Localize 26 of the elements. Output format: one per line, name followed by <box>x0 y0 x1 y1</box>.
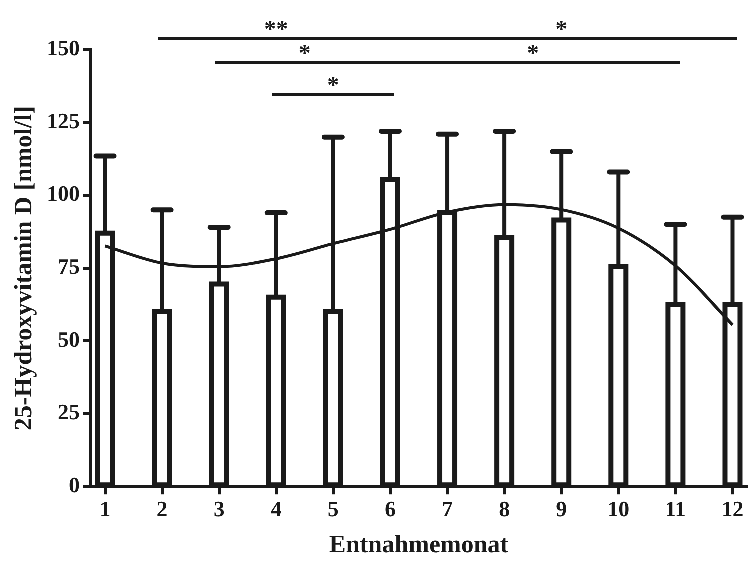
y-axis-title: 25-Hydroxyvitamin D [nmol/l] <box>10 106 38 431</box>
x-tick-label: 1 <box>100 496 111 522</box>
y-tick-label: 125 <box>47 108 80 134</box>
y-tick-label: 25 <box>58 400 80 425</box>
x-tick-label: 5 <box>328 496 339 522</box>
y-tick-label: 100 <box>47 181 80 206</box>
annotation: * <box>298 41 311 67</box>
x-tick-label: 2 <box>156 496 168 522</box>
x-tick-label: 8 <box>499 496 510 522</box>
y-tick-label: 50 <box>58 326 80 352</box>
x-axis-title: Entnahmemonat <box>329 531 510 558</box>
x-tick-label: 11 <box>665 496 686 522</box>
x-tick-label: 6 <box>384 496 396 522</box>
x-tick-label: 4 <box>270 496 282 522</box>
y-tick-label: 75 <box>58 254 80 279</box>
x-tick-label: 9 <box>556 496 568 522</box>
x-tick-label: 12 <box>722 496 744 522</box>
text: * <box>556 17 568 43</box>
y-tick-label: 150 <box>47 36 80 61</box>
x-tick-label: 10 <box>608 496 630 522</box>
y-tick-label: 0 <box>69 472 80 498</box>
annotation: * <box>327 73 340 99</box>
annotation: * <box>527 41 540 67</box>
x-tick-label: 7 <box>442 496 454 522</box>
x-tick-label: 3 <box>214 496 225 522</box>
text: ** <box>264 17 288 43</box>
